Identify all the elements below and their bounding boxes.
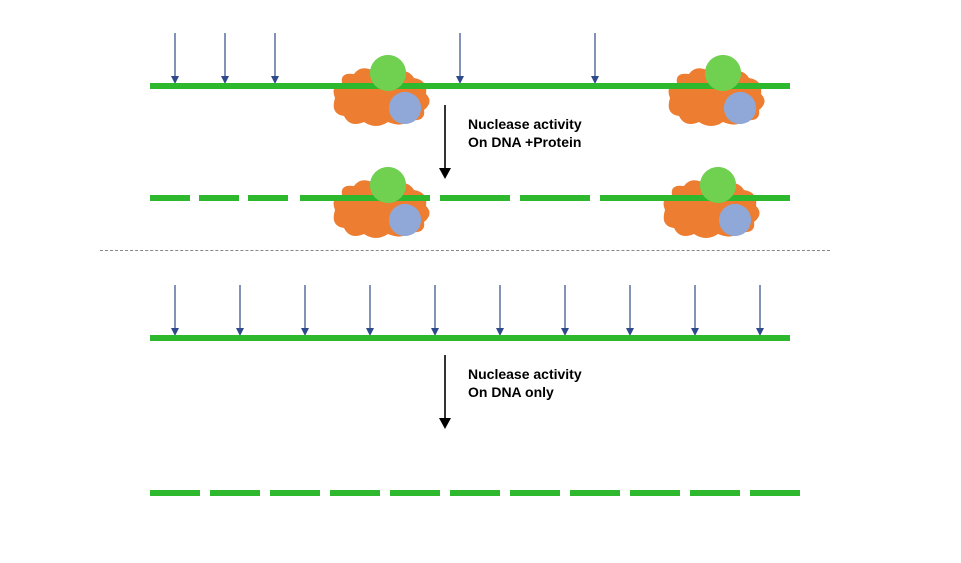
dna-fragment [630,490,680,496]
dna-fragment [390,490,440,496]
dna-fragment [330,490,380,496]
protein-circles-overlay [665,68,775,143]
protein-circles-overlay [330,180,440,255]
dna-strand-naked [150,335,790,341]
dna-fragment [510,490,560,496]
protein-circles-overlay [660,180,770,255]
dna-fragment [150,195,190,201]
dna-fragment [570,490,620,496]
dna-fragment [450,490,500,496]
label-nuclease-only: Nuclease activity On DNA only [468,365,582,401]
dna-fragment [690,490,740,496]
dna-fragment [210,490,260,496]
process-arrow-bottom [438,355,452,435]
dna-fragment [520,195,590,201]
process-arrow-top [438,105,452,185]
dna-fragment [750,490,800,496]
dna-fragment [270,490,320,496]
dna-fragment [199,195,239,201]
dna-fragment [440,195,510,201]
protein-circles-overlay [330,68,440,143]
nuclease-diagram: Nuclease activity On DNA +Protein [0,0,961,563]
label-nuclease-protein: Nuclease activity On DNA +Protein [468,115,582,151]
dna-fragment [150,490,200,496]
dna-fragment [248,195,288,201]
